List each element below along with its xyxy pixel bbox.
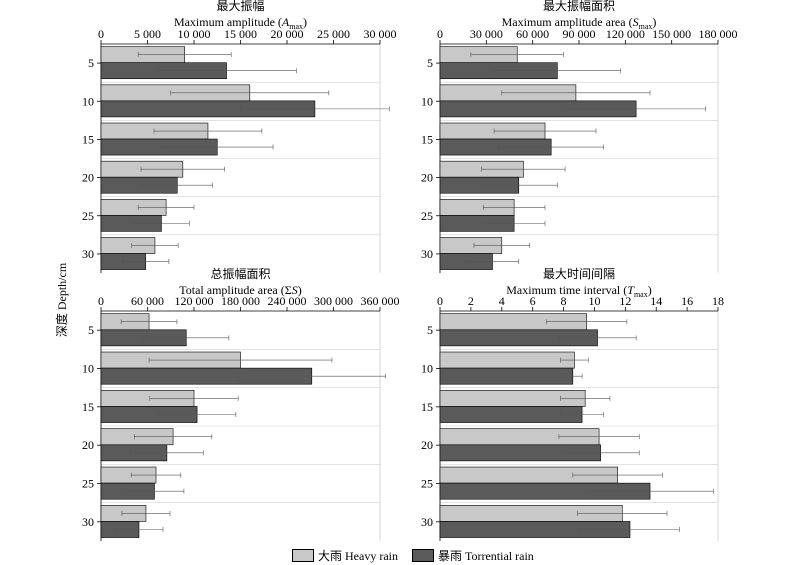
panel-4-y-tick-label: 20: [421, 438, 433, 452]
panel-2-y-tick-label: 20: [421, 171, 433, 185]
panel-4-x-tick-label: 2: [468, 294, 474, 308]
panel-2-x-tick-label: 90 000: [563, 27, 596, 41]
legend: 大雨 Heavy rain 暴雨 Torrential rain: [292, 547, 534, 564]
panel-2-x-tick-label: 0: [437, 27, 443, 41]
panel-2-y-tick-label: 10: [421, 94, 433, 108]
panel-3-x-tick-label: 180 000: [221, 294, 260, 308]
panel-4-x-tick-label: 6: [530, 294, 536, 308]
panel-4-x-tick-label: 8: [561, 294, 567, 308]
panel-4-y-tick-label: 5: [427, 323, 433, 337]
panel-3-y-tick-label: 30: [82, 515, 94, 529]
panel-4-x-tick-label: 10: [588, 294, 600, 308]
panel-1-x-tick-label: 5 000: [134, 27, 161, 41]
panel-3-y-tick-label: 15: [82, 400, 94, 414]
panel-4-x-tick-label: 12: [619, 294, 631, 308]
panel-4-bar-torrential-rain: [439, 367, 574, 385]
legend-swatch-heavy-rain: [292, 548, 314, 562]
panel-4-bar-heavy-rain: [439, 351, 575, 369]
panel-2-x-tick-label: 120 000: [606, 27, 645, 41]
panel-4-title-cn: 最大时间间隔: [543, 267, 615, 281]
legend-item-heavy-rain: 大雨 Heavy rain: [292, 547, 398, 564]
panel-4-y-tick-label: 30: [421, 515, 433, 529]
panel-3-x-tick-label: 240 000: [268, 294, 307, 308]
panel-3-x-tick-label: 300 000: [314, 294, 353, 308]
panel-3-title-en: Total amplitude area (ΣS): [179, 283, 301, 297]
panel-2-title-en: Maximum amplitude area (Smax): [502, 15, 657, 31]
panel-2-x-tick-label: 150 000: [652, 27, 691, 41]
panel-1-x-tick-label: 10 000: [178, 27, 211, 41]
panel-2-x-tick-label: 30 000: [470, 27, 503, 41]
panel-1-y-tick-label: 25: [82, 209, 94, 223]
panel-3-y-tick-label: 20: [82, 438, 94, 452]
panel-1-x-tick-label: 15 000: [224, 27, 257, 41]
panel-4-x-tick-label: 0: [437, 294, 443, 308]
legend-item-torrential-rain: 暴雨 Torrential rain: [411, 547, 534, 564]
panel-1-x-tick-label: 20 000: [271, 27, 304, 41]
panel-3-y-tick-label: 5: [88, 323, 94, 337]
panel-1-x-tick-label: 0: [98, 27, 104, 41]
panel-2-x-tick-label: 180 000: [699, 27, 738, 41]
legend-label-torrential-rain: 暴雨 Torrential rain: [437, 548, 534, 563]
y-axis-label: 深度 Depth/cm: [54, 262, 69, 337]
panel-2-y-tick-label: 5: [427, 56, 433, 70]
panel-1-title-en: Maximum amplitude (Amax): [174, 15, 307, 31]
panel-4-x-tick-label: 18: [712, 294, 724, 308]
panel-3-x-tick-label: 0: [98, 294, 104, 308]
panel-2-y-tick-label: 30: [421, 247, 433, 261]
panel-4-x-tick-label: 16: [681, 294, 693, 308]
panel-1-x-tick-label: 25 000: [317, 27, 350, 41]
panel-3-y-tick-label: 10: [82, 362, 94, 376]
panel-4-title-en: Maximum time interval (Tmax): [506, 283, 651, 299]
panel-3-y-tick-label: 25: [82, 477, 94, 491]
panel-1-x-tick-label: 30 000: [364, 27, 397, 41]
panel-2-y-tick-label: 15: [421, 132, 433, 146]
panel-1-y-tick-label: 10: [82, 94, 94, 108]
panel-4-y-tick-label: 25: [421, 477, 433, 491]
panel-1-y-tick-label: 5: [88, 56, 94, 70]
panel-4-x-tick-label: 14: [650, 294, 662, 308]
panel-1-y-tick-label: 20: [82, 171, 94, 185]
legend-label-heavy-rain: 大雨 Heavy rain: [318, 548, 398, 563]
panel-3-x-tick-label: 360 000: [361, 294, 400, 308]
panel-1-y-tick-label: 30: [82, 247, 94, 261]
panel-2-x-tick-label: 60 000: [516, 27, 549, 41]
panel-4-x-tick-label: 4: [499, 294, 505, 308]
panel-2-y-tick-label: 25: [421, 209, 433, 223]
legend-swatch-torrential-rain: [411, 548, 434, 562]
panel-2-title-cn: 最大振幅面积: [543, 0, 615, 13]
panel-1-title-cn: 最大振幅: [216, 0, 264, 13]
panel-3-x-tick-label: 60 000: [131, 294, 164, 308]
panel-1-y-tick-label: 15: [82, 132, 94, 146]
panel-3-title-cn: 总振幅面积: [210, 266, 270, 281]
panel-3-x-tick-label: 120 000: [175, 294, 214, 308]
panel-4-y-tick-label: 10: [421, 362, 433, 376]
panel-4-y-tick-label: 15: [421, 400, 433, 414]
